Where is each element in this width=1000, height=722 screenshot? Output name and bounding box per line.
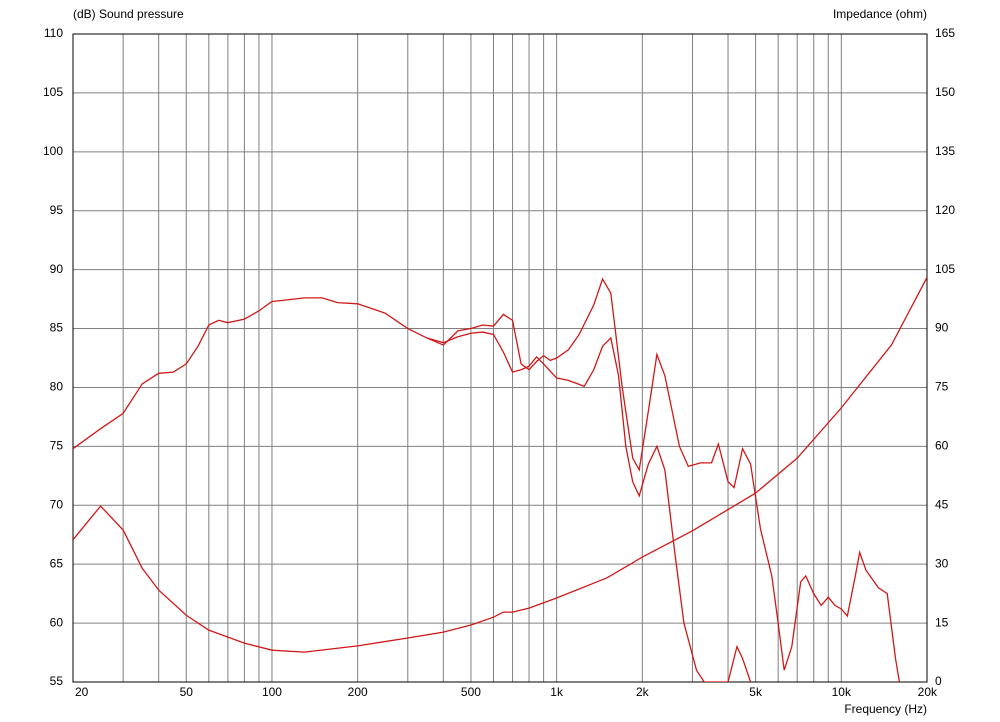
series-group	[73, 277, 927, 682]
y-tick-label: 80	[50, 380, 64, 394]
x-tick-label: 200	[348, 685, 368, 699]
series-line	[73, 277, 901, 682]
y-tick-label: 55	[50, 674, 64, 688]
y2-tick-label: 15	[935, 615, 949, 629]
x-tick-label: 2k	[636, 685, 650, 699]
x-tick-label: 500	[461, 685, 481, 699]
y2-tick-label: 90	[935, 321, 949, 335]
y-tick-label: 60	[50, 615, 64, 629]
y2-tick-label: 75	[935, 380, 949, 394]
x-tick-label: 10k	[832, 685, 852, 699]
series-line	[73, 277, 927, 653]
x-tick-label: 20	[75, 685, 89, 699]
x-tick-label: 100	[262, 685, 282, 699]
plot-frame	[72, 33, 928, 683]
y-axis-label: (dB) Sound pressure	[73, 7, 184, 21]
series-line	[426, 331, 752, 682]
y-tick-label: 85	[50, 321, 64, 335]
x-tick-label: 1k	[550, 685, 564, 699]
y2-tick-label: 165	[935, 26, 955, 40]
y2-tick-label: 105	[935, 262, 955, 276]
y2-tick-label: 30	[935, 556, 949, 570]
x-tick-label: 5k	[749, 685, 763, 699]
y-tick-label: 110	[44, 26, 63, 40]
y-tick-label: 70	[50, 497, 64, 511]
y2-axis-label: Impedance (ohm)	[833, 7, 927, 21]
y2-tick-label: 0	[935, 674, 942, 688]
y-tick-label: 105	[43, 85, 63, 99]
y2-tick-label: 120	[935, 203, 955, 217]
y2-tick-label: 150	[935, 85, 955, 99]
y-tick-label: 65	[50, 556, 64, 570]
x-tick-label: 50	[180, 685, 194, 699]
y2-tick-label: 60	[935, 439, 949, 453]
y2-tick-label: 135	[935, 144, 955, 158]
y-tick-label: 100	[43, 144, 63, 158]
y-tick-label: 95	[50, 203, 64, 217]
x-axis-label: Frequency (Hz)	[844, 702, 927, 716]
x-tick-label: 20k	[918, 685, 938, 699]
y2-tick-label: 45	[935, 497, 949, 511]
y-tick-label: 90	[50, 262, 64, 276]
y-tick-label: 75	[50, 439, 64, 453]
